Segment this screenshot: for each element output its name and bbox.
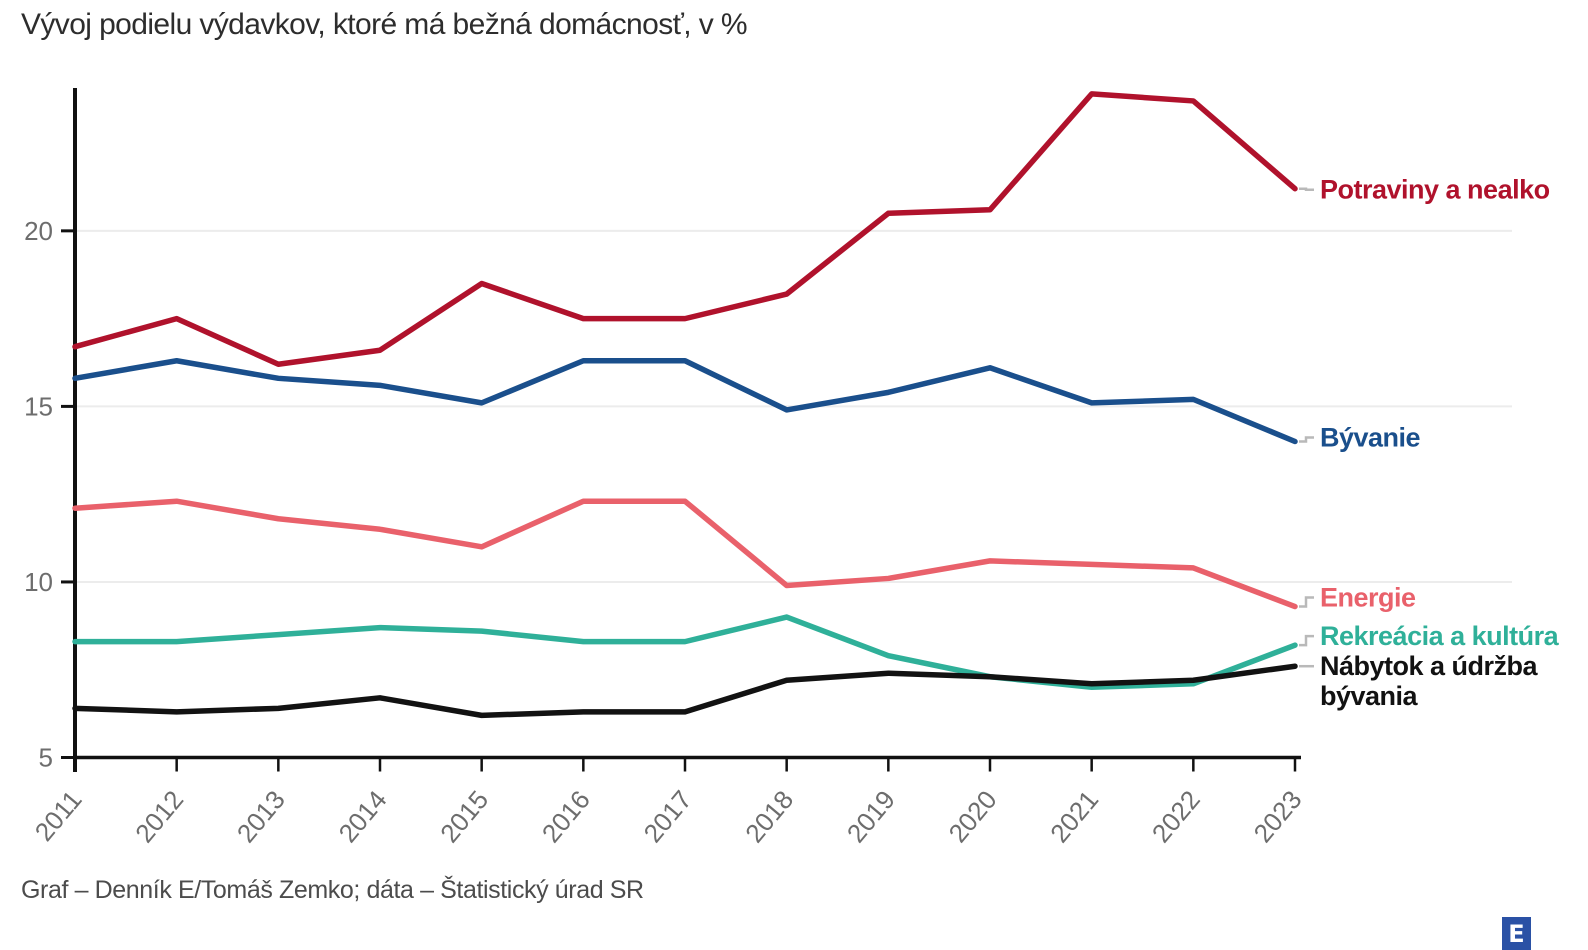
x-tick-label-2022: 2022 — [1146, 785, 1206, 849]
x-tick-label-2017: 2017 — [637, 785, 697, 849]
series-line-rekre-cia-a-kult-ra — [72, 614, 1298, 691]
y-tick-label-10: 10 — [24, 567, 53, 597]
series-label-n-bytok-a-dr-ba-b-vania-line1: Nábytok a údržba — [1320, 651, 1539, 681]
series-label-energie: Energie — [1320, 583, 1416, 613]
x-tick-label-2023: 2023 — [1247, 785, 1307, 849]
label-connector-0 — [1299, 187, 1314, 191]
logo-letter: E — [1508, 919, 1525, 948]
x-tick-label-2013: 2013 — [231, 785, 291, 849]
series-line-n-bytok-a-dr-ba-b-vania — [72, 663, 1298, 719]
series-label-b-vanie: Bývanie — [1320, 423, 1421, 453]
series-line-b-vanie — [72, 358, 1298, 445]
x-tick-label-2014: 2014 — [332, 785, 392, 849]
x-tick-label-2020: 2020 — [942, 785, 1002, 849]
label-connector-3 — [1299, 634, 1314, 647]
y-tick-label-20: 20 — [24, 216, 53, 246]
series-line-potraviny-a-nealko — [72, 91, 1298, 368]
x-tick-label-2012: 2012 — [129, 785, 189, 849]
x-tick-label-2011: 2011 — [29, 785, 88, 847]
dennik-e-logo: E — [1502, 917, 1531, 950]
chart-title: Vývoj podielu výdavkov, ktoré má bežná d… — [21, 8, 748, 41]
y-tick-label-5: 5 — [39, 743, 53, 773]
series-line-energie — [72, 498, 1298, 610]
series-label-rekre-cia-a-kult-ra: Rekreácia a kultúra — [1320, 621, 1560, 651]
y-tick-label-15: 15 — [24, 391, 53, 421]
x-tick-label-2021: 2021 — [1044, 785, 1104, 849]
x-tick-label-2016: 2016 — [536, 785, 596, 849]
source-caption: Graf – Denník E/Tomáš Zemko; dáta – Štat… — [21, 876, 644, 904]
x-tick-label-2015: 2015 — [434, 785, 494, 849]
series-label-potraviny-a-nealko: Potraviny a nealko — [1320, 175, 1550, 205]
series-label-n-bytok-a-dr-ba-b-vania-line2: bývania — [1320, 681, 1419, 711]
x-tick-label-2019: 2019 — [841, 785, 901, 849]
label-connector-1 — [1299, 436, 1314, 443]
label-connector-2 — [1299, 596, 1314, 608]
x-tick-label-2018: 2018 — [739, 785, 799, 849]
